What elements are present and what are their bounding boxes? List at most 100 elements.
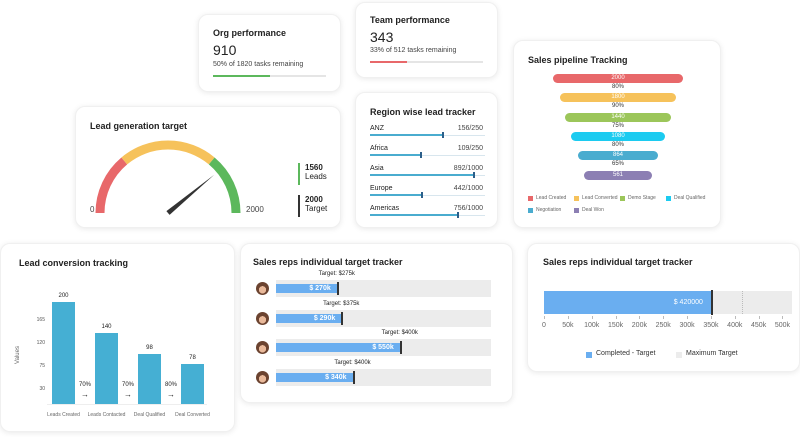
x-tick-mark — [687, 316, 689, 319]
arrow-right-icon: → — [124, 390, 132, 399]
funnel-stage: 864 — [578, 151, 658, 161]
x-tick-mark — [544, 316, 545, 319]
x-tick: 100k — [584, 322, 600, 329]
bar-label: 98 — [146, 345, 153, 352]
legend-label: Completed - Target — [596, 350, 656, 357]
region-bar-fill — [370, 154, 421, 156]
legend-label: Maximum Target — [686, 350, 738, 357]
org-performance-card: Org performance 910 50% of 1820 tasks re… — [198, 14, 341, 92]
region-bar-fill — [370, 174, 473, 176]
funnel-ratio: 80% — [611, 84, 624, 90]
target-label: Target — [305, 204, 328, 213]
region-bar-marker — [441, 132, 444, 138]
x-tick: 0 — [542, 322, 546, 329]
legend-label: Negotiation — [536, 207, 562, 213]
x-tick-mark — [567, 316, 569, 319]
region-bar — [370, 192, 485, 198]
conversion-rate: 80% — [165, 382, 178, 388]
x-tick: 150k — [607, 322, 624, 329]
team-sub: 33% of 512 tasks remaining — [370, 47, 457, 54]
region-bar — [370, 212, 485, 218]
region-value: 156/250 — [457, 125, 483, 132]
y-tick: 165 — [36, 316, 45, 323]
funnel-stage: 1440 — [565, 112, 671, 122]
conversion-rate: 70% — [79, 382, 92, 388]
org-value: 910 — [213, 42, 237, 58]
x-tick: 200k — [631, 322, 647, 329]
card-title: Lead conversion tracking — [19, 258, 129, 268]
actual-bar: $ 550k — [276, 343, 400, 352]
bar-label: 78 — [189, 355, 196, 362]
card-title: Org performance — [213, 28, 287, 38]
region-bar-marker — [420, 192, 423, 198]
region-value: 892/1000 — [453, 165, 483, 172]
funnel-ratio: 65% — [611, 161, 624, 168]
x-tick: 400k — [727, 322, 743, 329]
legend-swatch — [666, 196, 671, 201]
sales-target-card: Sales reps individual target tracker $ 4… — [527, 243, 800, 372]
bar — [52, 302, 75, 404]
bar-label: 200 — [58, 293, 69, 299]
region-name: Americas — [370, 205, 400, 212]
x-tick: Leads Created — [47, 412, 80, 418]
x-tick: 50k — [562, 322, 574, 329]
legend-label: Lead Converted — [582, 195, 618, 201]
x-tick-mark — [734, 316, 736, 319]
actual-bar: $ 270k — [276, 284, 337, 293]
x-tick: 300k — [679, 322, 695, 329]
funnel-stage: 561 — [584, 170, 652, 180]
x-tick: 250k — [655, 322, 671, 329]
avatar — [256, 282, 269, 295]
target-label: Target: $400k — [334, 359, 371, 366]
region-name: Asia — [370, 165, 384, 172]
card-title: Sales reps individual target tracker — [253, 257, 403, 267]
y-tick: 30 — [39, 385, 45, 392]
y-tick: 75 — [39, 362, 45, 369]
gauge-segment — [121, 140, 215, 165]
gauge-needle — [166, 174, 215, 215]
funnel-stage: 1800 — [560, 93, 676, 103]
region-bar-fill — [370, 214, 457, 216]
dotted-line — [741, 291, 743, 314]
legend-swatch — [528, 196, 533, 201]
x-tick-mark — [639, 316, 641, 319]
x-tick: Leads Contacted — [87, 412, 126, 418]
y-tick: 120 — [36, 339, 45, 346]
region-bar — [370, 172, 485, 178]
org-sub: 50% of 1820 tasks remaining — [213, 61, 304, 68]
x-tick-mark — [758, 316, 760, 319]
pipeline-card: Sales pipeline Tracking 2000 80% 1800 90% 14… — [513, 40, 721, 228]
card-title: Region wise lead tracker — [370, 107, 476, 117]
target-label: Target: $375k — [323, 300, 360, 307]
actual-bar: $ 340k — [276, 372, 353, 382]
progress-fill — [213, 75, 270, 77]
leads-label: Leads — [305, 172, 327, 181]
region-bar-marker — [472, 172, 475, 178]
org-progress — [213, 75, 326, 77]
legend-swatch — [586, 352, 592, 358]
x-tick: Deal Qualified — [133, 412, 166, 418]
target-stat: 2000 Target — [298, 195, 327, 217]
region-bar-fill — [370, 134, 442, 136]
gauge-segment — [95, 157, 128, 214]
sales-reps-card: Sales reps individual target tracker $ 2… — [240, 243, 513, 403]
x-tick-mark — [591, 316, 593, 319]
arrow-right-icon: → — [167, 390, 175, 399]
target-marker — [352, 370, 355, 384]
avatar — [256, 341, 269, 354]
conversion-rate: 70% — [122, 382, 135, 388]
region-bar-marker — [420, 152, 423, 158]
region-card: Region wise lead tracker ANZ 156/250 Afric… — [355, 92, 498, 228]
x-tick-mark — [663, 316, 665, 319]
x-tick-mark — [615, 316, 617, 319]
bar-label: 140 — [101, 323, 112, 330]
card-title: Team performance — [370, 15, 450, 25]
card-title: Sales pipeline Tracking — [528, 55, 628, 65]
target-value: 2000 — [305, 195, 323, 204]
funnel-ratio: 90% — [611, 103, 624, 110]
leads-value: 1560 — [305, 163, 323, 172]
x-tick-mark — [782, 316, 784, 319]
region-bar — [370, 152, 485, 158]
gauge-min: 0 — [90, 205, 95, 214]
legend-swatch — [574, 208, 579, 213]
